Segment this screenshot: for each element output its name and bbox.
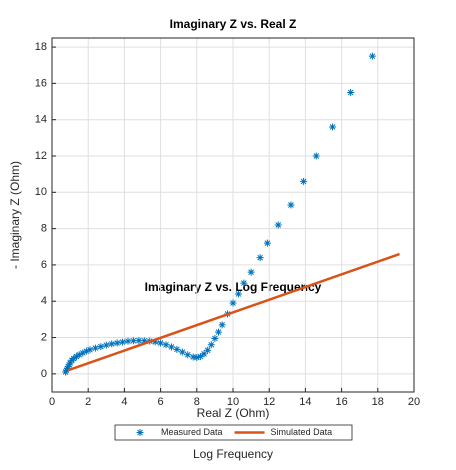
data-point xyxy=(79,349,87,357)
data-point xyxy=(218,321,226,329)
data-point xyxy=(91,344,99,352)
data-point xyxy=(215,328,223,336)
legend-label: Measured Data xyxy=(161,427,223,437)
data-point xyxy=(62,366,70,374)
footer-label: Log Frequency xyxy=(193,447,273,461)
data-point xyxy=(274,221,282,229)
data-point xyxy=(86,346,94,354)
data-point xyxy=(151,338,159,346)
x-tick-label: 6 xyxy=(158,396,164,408)
y-axis-label: - Imaginary Z (Ohm) xyxy=(8,161,22,269)
x-tick-label: 14 xyxy=(299,396,311,408)
x-axis-label: Real Z (Ohm) xyxy=(197,406,270,420)
data-point xyxy=(135,337,143,345)
data-point xyxy=(167,343,175,351)
data-point xyxy=(368,52,376,60)
data-point xyxy=(63,364,71,372)
y-tick-label: 4 xyxy=(41,295,47,307)
y-tick-label: 6 xyxy=(41,259,47,271)
data-point xyxy=(196,353,204,361)
data-point xyxy=(97,343,105,351)
data-point xyxy=(204,346,212,354)
data-point xyxy=(189,353,197,361)
y-tick-label: 10 xyxy=(35,186,47,198)
data-point xyxy=(347,88,355,96)
y-tick-label: 18 xyxy=(35,41,47,53)
y-tick-label: 16 xyxy=(35,77,47,89)
data-point xyxy=(329,123,337,131)
data-point xyxy=(193,354,201,362)
data-point xyxy=(211,334,219,342)
data-point xyxy=(124,337,132,345)
data-point xyxy=(256,254,264,262)
x-tick-label: 8 xyxy=(194,396,200,408)
data-point xyxy=(157,339,165,347)
chart-title: Imaginary Z vs. Real Z xyxy=(170,17,297,31)
data-point xyxy=(72,353,80,361)
legend-marker xyxy=(136,429,144,436)
data-point xyxy=(108,340,116,348)
x-tick-label: 16 xyxy=(335,396,347,408)
data-point xyxy=(140,337,148,345)
y-tick-label: 8 xyxy=(41,223,47,235)
data-point xyxy=(173,345,181,353)
data-point xyxy=(207,341,215,349)
legend: Measured Data Simulated Data xyxy=(114,424,353,441)
x-tick-label: 20 xyxy=(408,396,420,408)
data-point xyxy=(234,290,242,298)
x-tick-label: 12 xyxy=(263,396,275,408)
axes-box xyxy=(51,37,415,393)
x-tick-label: 4 xyxy=(121,396,127,408)
data-point xyxy=(184,351,192,359)
data-point xyxy=(312,152,320,160)
data-point xyxy=(65,361,73,369)
data-point xyxy=(102,341,110,349)
data-point xyxy=(247,268,255,276)
data-point xyxy=(287,201,295,209)
data-point xyxy=(263,239,271,247)
data-point xyxy=(62,368,70,376)
x-tick-label: 2 xyxy=(85,396,91,408)
x-tick-label: 0 xyxy=(49,396,55,408)
data-point xyxy=(200,350,208,358)
data-point xyxy=(229,299,237,307)
data-point xyxy=(178,348,186,356)
y-tick-label: 2 xyxy=(41,331,47,343)
data-line xyxy=(67,252,400,372)
data-point xyxy=(129,337,137,345)
legend-label: Simulated Data xyxy=(271,427,333,437)
data-point xyxy=(70,354,78,362)
data-point xyxy=(240,279,248,287)
data-point xyxy=(82,347,90,355)
legend-box xyxy=(114,424,353,441)
data-point xyxy=(113,339,121,347)
data-point xyxy=(75,351,83,359)
data-point xyxy=(300,177,308,185)
data-point xyxy=(119,338,127,346)
x-tick-label: 10 xyxy=(227,396,239,408)
data-point xyxy=(162,341,170,349)
x-tick-label: 18 xyxy=(372,396,384,408)
data-point xyxy=(66,359,74,367)
y-tick-label: 14 xyxy=(35,114,47,126)
y-tick-label: 12 xyxy=(35,150,47,162)
data-point xyxy=(64,363,72,371)
y-tick-label: 0 xyxy=(41,368,47,380)
